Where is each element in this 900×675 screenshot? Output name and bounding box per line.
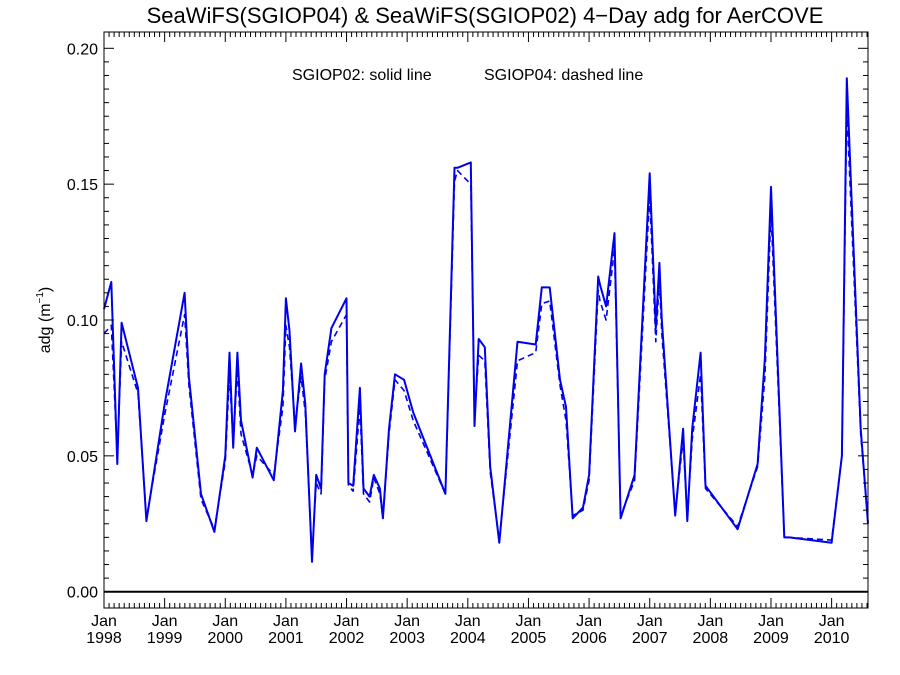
x-tick-label-year: 2000: [207, 630, 243, 647]
series-layer: [103, 77, 869, 563]
x-tick-label-month: Jan: [394, 613, 420, 630]
x-tick-label-year: 2005: [511, 630, 547, 647]
y-tick-label: 0.05: [67, 449, 98, 466]
chart-title: SeaWiFS(SGIOP04) & SeaWiFS(SGIOP02) 4−Da…: [147, 3, 824, 28]
x-tick-label-month: Jan: [758, 613, 784, 630]
x-tick-label-year: 1999: [147, 630, 183, 647]
x-tick-label-year: 1998: [86, 630, 122, 647]
x-tick-label-month: Jan: [697, 613, 723, 630]
x-tick-label-year: 2008: [693, 630, 729, 647]
x-tick-label-year: 2002: [329, 630, 365, 647]
x-tick-label-month: Jan: [455, 613, 481, 630]
x-tick-label-year: 2001: [268, 630, 304, 647]
x-tick-label-year: 2009: [753, 630, 789, 647]
x-tick-label-year: 2003: [389, 630, 425, 647]
axes-layer: 0.000.050.100.150.20Jan1998Jan1999Jan200…: [67, 31, 869, 647]
y-tick-label: 0.10: [67, 313, 98, 330]
y-axis-label-close: ): [37, 287, 54, 292]
y-tick-label: 0.15: [67, 177, 98, 194]
annotation-dashed-line: SGIOP04: dashed line: [484, 67, 643, 84]
x-tick-label-year: 2004: [450, 630, 486, 647]
annotation-solid-line: SGIOP02: solid line: [292, 67, 432, 84]
x-tick-label-month: Jan: [819, 613, 845, 630]
y-tick-label: 0.00: [67, 585, 98, 602]
y-axis-label-exponent: −1: [35, 292, 46, 304]
series-line-sgiop02: [103, 77, 869, 563]
x-tick-label-month: Jan: [334, 613, 360, 630]
x-tick-label-month: Jan: [152, 613, 178, 630]
x-tick-label-month: Jan: [516, 613, 542, 630]
y-axis-label: adg (m−1): [35, 287, 54, 354]
x-tick-label-month: Jan: [576, 613, 602, 630]
x-tick-label-month: Jan: [212, 613, 238, 630]
x-tick-label-year: 2007: [632, 630, 668, 647]
x-tick-label-month: Jan: [273, 613, 299, 630]
x-tick-label-month: Jan: [91, 613, 117, 630]
y-axis-label-main: adg (m: [37, 303, 54, 353]
x-tick-label-year: 2006: [571, 630, 607, 647]
x-tick-label-month: Jan: [637, 613, 663, 630]
y-tick-label: 0.20: [67, 41, 98, 58]
x-tick-label-year: 2010: [814, 630, 850, 647]
series-line-sgiop04: [103, 107, 869, 558]
